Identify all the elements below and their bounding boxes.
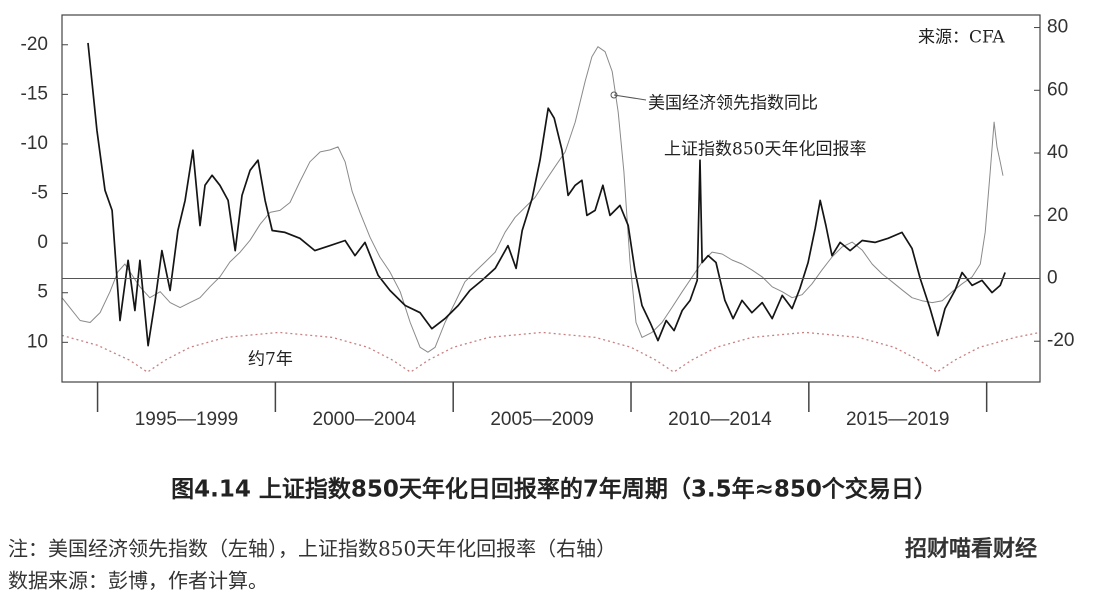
y2-tick-label: 60	[1047, 79, 1068, 100]
y-tick-label: -5	[31, 183, 48, 204]
watermark-bg	[892, 534, 1100, 566]
chart-title: 图4.14 上证指数850天年化日回报率的7年周期（3.5年≈850个交易日）	[171, 476, 937, 503]
x-period-label: 1995—1999	[135, 409, 239, 430]
annotation-arrow	[613, 94, 647, 101]
source-label: 来源：CFA	[918, 28, 1005, 48]
series-line	[61, 46, 1004, 353]
note: 数据来源：彭博，作者计算。	[8, 569, 268, 593]
y-tick-label: 0	[37, 232, 48, 253]
y2-tick-label: 40	[1047, 142, 1068, 163]
plot-frame	[61, 14, 1041, 383]
y-tick-label: 5	[37, 282, 48, 303]
watermark: 招财喵看财经	[905, 536, 1037, 562]
y-tick-label: 10	[27, 331, 48, 352]
annotation-dot	[610, 91, 618, 99]
x-period-label: 2015—2019	[846, 409, 950, 430]
annotation: 上证指数850天年化回报率	[664, 140, 866, 160]
x-period-label: 2005—2009	[490, 409, 594, 430]
y-tick-label: -20	[21, 34, 48, 55]
series-line	[87, 42, 1006, 347]
annotation: 约7年	[248, 350, 293, 370]
y2-tick-label: 20	[1047, 205, 1068, 226]
x-period-label: 2000—2004	[313, 409, 417, 430]
y2-tick-label: 80	[1047, 17, 1068, 38]
note: 注：美国经济领先指数（左轴），上证指数850天年化回报率（右轴）	[8, 537, 616, 561]
y2-tick-label: -20	[1047, 330, 1074, 351]
x-period-label: 2010—2014	[668, 409, 772, 430]
annotation: 美国经济领先指数同比	[648, 94, 818, 114]
y-tick-label: -15	[21, 83, 48, 104]
series-line	[61, 331, 1041, 373]
y2-tick-label: 0	[1047, 268, 1058, 289]
y-tick-label: -10	[21, 133, 48, 154]
